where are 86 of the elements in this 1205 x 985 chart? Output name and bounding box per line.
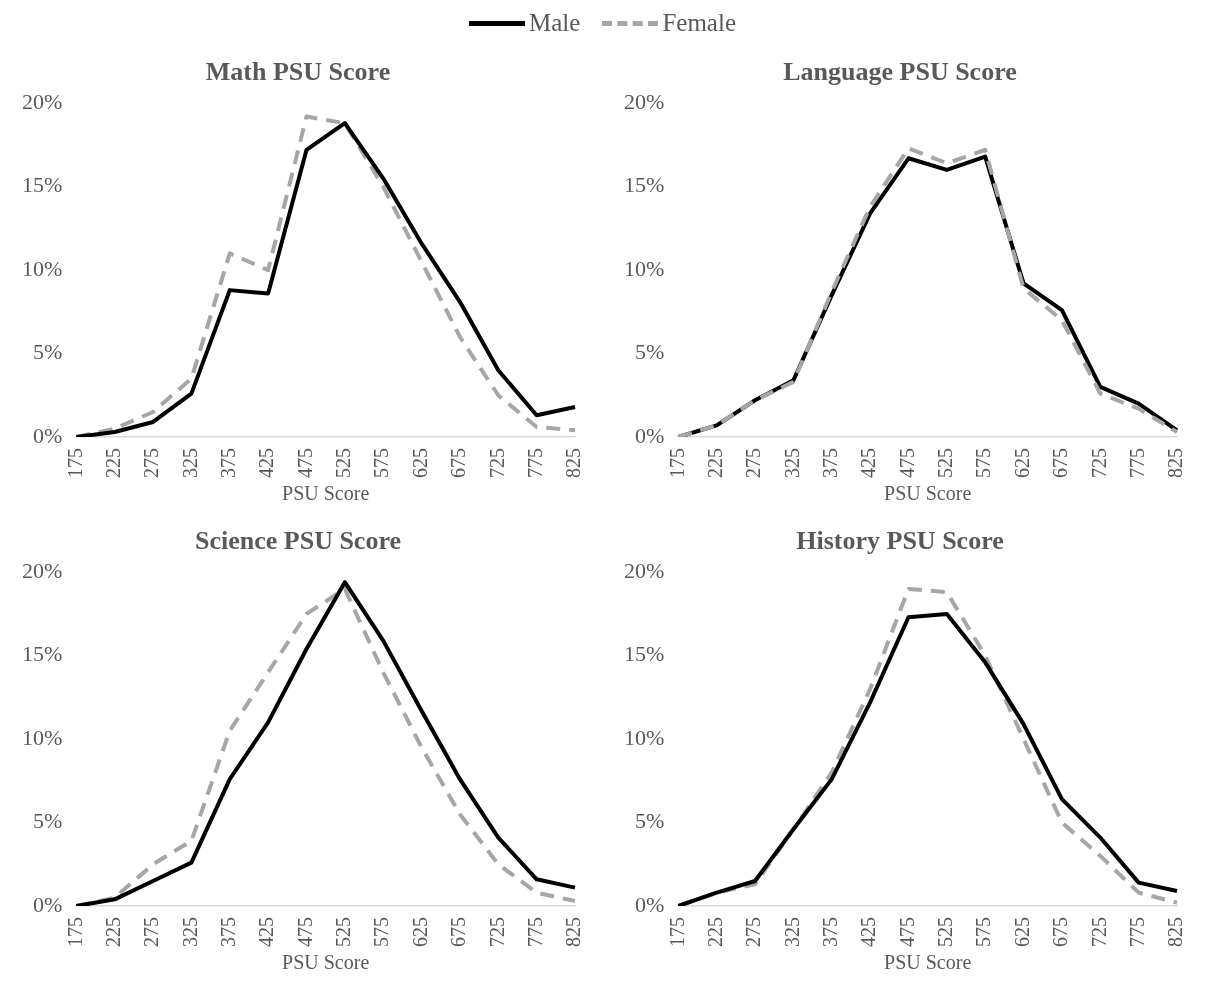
x-tick-label: 775 — [1125, 448, 1148, 478]
x-tick-label: 725 — [485, 448, 508, 478]
x-tick-label: 275 — [742, 917, 765, 947]
chart-title: History PSU Score — [796, 526, 1004, 556]
y-tick-label: 15% — [22, 172, 63, 198]
y-tick-label: 0% — [33, 422, 63, 448]
x-tick-label: 425 — [857, 448, 880, 478]
y-tick-label: 20% — [22, 88, 63, 114]
x-tick-label: 575 — [972, 917, 995, 947]
x-tick-label: 325 — [178, 448, 201, 478]
x-tick-label: 825 — [562, 448, 585, 478]
x-tick-label: 725 — [1087, 917, 1110, 947]
chart-title: Language PSU Score — [783, 57, 1017, 87]
legend-label: Female — [662, 9, 736, 37]
x-tick-label: 375 — [217, 917, 240, 947]
x-axis-title: PSU Score — [282, 951, 370, 974]
y-tick-label: 20% — [624, 88, 665, 114]
y-tick-label: 10% — [624, 724, 665, 750]
x-tick-label: 775 — [523, 917, 546, 947]
y-tick-label: 20% — [624, 557, 665, 583]
x-tick-label: 425 — [857, 917, 880, 947]
x-tick-label: 475 — [895, 448, 918, 478]
x-tick-label: 825 — [1164, 917, 1187, 947]
x-tick-label: 175 — [63, 448, 86, 478]
x-tick-label: 675 — [447, 917, 470, 947]
x-tick-label: 475 — [293, 917, 316, 947]
y-tick-label: 10% — [22, 724, 63, 750]
x-axis-title: PSU Score — [282, 482, 370, 505]
x-tick-label: 225 — [101, 917, 124, 947]
x-tick-label: 275 — [742, 448, 765, 478]
x-tick-label: 525 — [934, 917, 957, 947]
x-tick-label: 225 — [101, 448, 124, 478]
legend-label: Male — [529, 9, 581, 37]
x-tick-label: 475 — [293, 448, 316, 478]
x-tick-label: 625 — [408, 448, 431, 478]
y-tick-label: 10% — [22, 255, 63, 281]
x-tick-label: 625 — [408, 917, 431, 947]
x-tick-label: 625 — [1010, 448, 1033, 478]
x-tick-label: 475 — [895, 917, 918, 947]
x-axis-title: PSU Score — [884, 482, 972, 505]
y-tick-label: 5% — [33, 808, 63, 834]
y-tick-label: 0% — [33, 891, 63, 917]
x-tick-label: 575 — [370, 917, 393, 947]
x-tick-label: 525 — [934, 448, 957, 478]
chart-title: Science PSU Score — [194, 526, 402, 556]
x-tick-label: 375 — [819, 917, 842, 947]
x-tick-label: 175 — [63, 917, 86, 947]
x-tick-label: 525 — [332, 448, 355, 478]
x-tick-label: 675 — [1049, 917, 1072, 947]
x-tick-label: 325 — [178, 917, 201, 947]
x-tick-label: 425 — [255, 448, 278, 478]
y-tick-label: 15% — [22, 641, 63, 667]
x-tick-label: 675 — [447, 448, 470, 478]
x-tick-label: 375 — [217, 448, 240, 478]
x-tick-label: 725 — [1087, 448, 1110, 478]
y-tick-label: 15% — [624, 172, 665, 198]
x-axis-title: PSU Score — [884, 951, 972, 974]
y-tick-label: 0% — [635, 891, 665, 917]
x-tick-label: 725 — [485, 917, 508, 947]
x-tick-label: 225 — [703, 917, 726, 947]
x-tick-label: 175 — [665, 917, 688, 947]
x-tick-label: 775 — [523, 448, 546, 478]
x-tick-label: 325 — [780, 917, 803, 947]
y-tick-label: 15% — [624, 641, 665, 667]
y-tick-label: 0% — [635, 422, 665, 448]
x-tick-label: 825 — [562, 917, 585, 947]
x-tick-label: 325 — [780, 448, 803, 478]
x-tick-label: 575 — [370, 448, 393, 478]
x-tick-label: 575 — [972, 448, 995, 478]
x-tick-label: 175 — [665, 448, 688, 478]
x-tick-label: 275 — [140, 448, 163, 478]
y-tick-label: 5% — [635, 339, 665, 365]
x-tick-label: 675 — [1049, 448, 1072, 478]
x-tick-label: 425 — [255, 917, 278, 947]
y-tick-label: 20% — [22, 557, 63, 583]
y-tick-label: 5% — [635, 808, 665, 834]
x-tick-label: 825 — [1164, 448, 1187, 478]
x-tick-label: 775 — [1125, 917, 1148, 947]
y-tick-label: 10% — [624, 255, 665, 281]
x-tick-label: 525 — [332, 917, 355, 947]
x-tick-label: 375 — [819, 448, 842, 478]
y-tick-label: 5% — [33, 339, 63, 365]
x-tick-label: 275 — [140, 917, 163, 947]
x-tick-label: 225 — [703, 448, 726, 478]
x-tick-label: 625 — [1010, 917, 1033, 947]
chart-title: Math PSU Score — [205, 57, 391, 87]
